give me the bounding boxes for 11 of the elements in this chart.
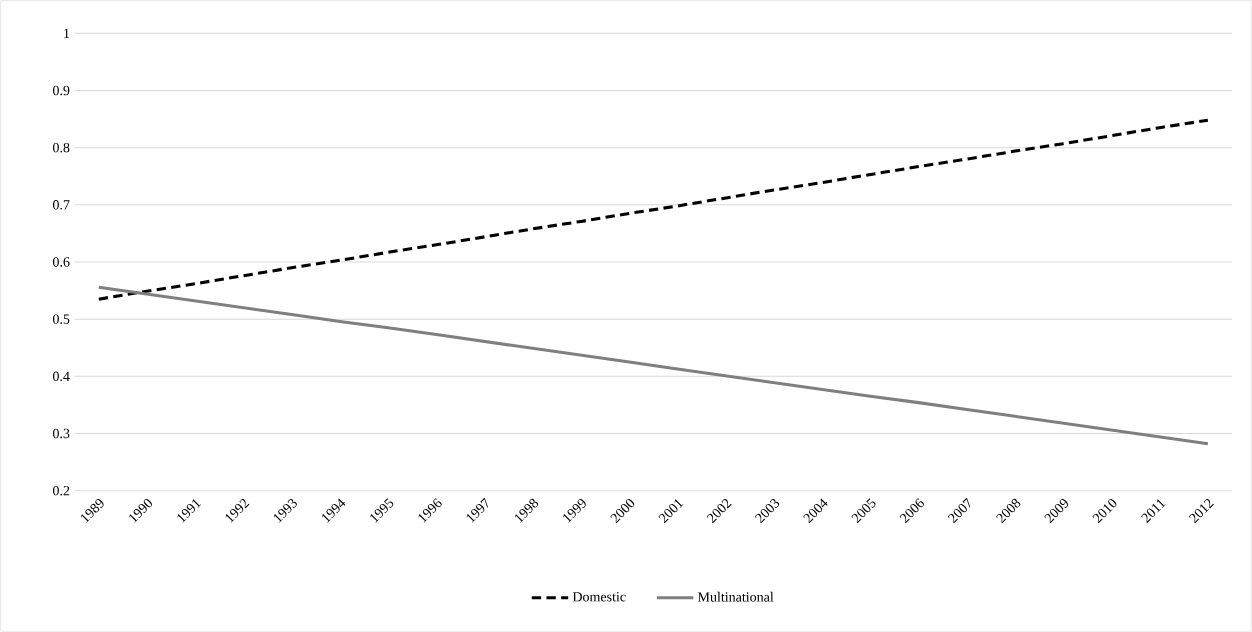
y-tick-label: 0.6 <box>52 257 70 267</box>
y-tick-label: 0.8 <box>52 142 70 153</box>
legend-label: Multinational <box>697 591 774 602</box>
y-tick-label: 1 <box>64 28 70 38</box>
y-tick-label: 0.9 <box>52 85 70 96</box>
y-tick-label: 0.3 <box>52 428 70 439</box>
y-tick-label: 0.7 <box>52 200 70 210</box>
y-tick-label: 0.2 <box>52 485 70 496</box>
y-tick-label: 0.4 <box>52 371 70 382</box>
legend-label: Domestic <box>572 592 626 602</box>
y-tick-label: 0.5 <box>52 314 70 324</box>
